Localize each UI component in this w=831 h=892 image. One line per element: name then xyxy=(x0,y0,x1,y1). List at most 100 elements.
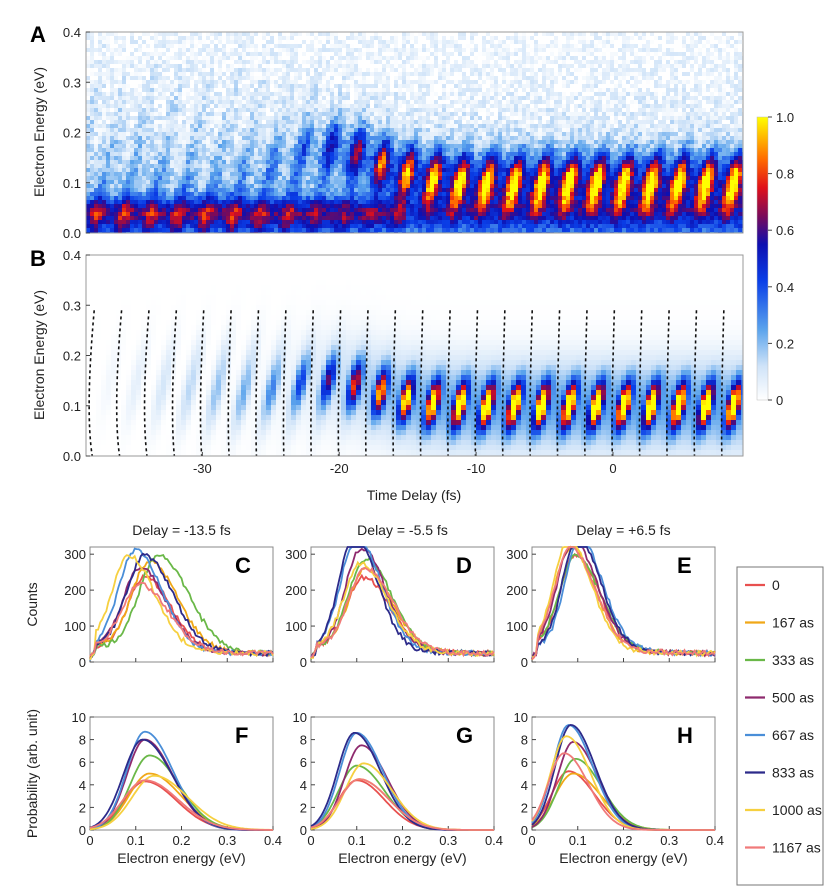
heatmap-cell xyxy=(138,160,143,165)
heatmap-cell xyxy=(122,220,127,225)
heatmap-cell xyxy=(166,212,171,217)
heatmap-cell xyxy=(338,32,343,37)
heatmap-cell xyxy=(166,160,171,165)
heatmap-cell xyxy=(278,84,283,89)
heatmap-cell xyxy=(310,48,315,53)
heatmap-cell xyxy=(406,36,411,41)
heatmap-cell xyxy=(474,152,479,157)
heatmap-cell xyxy=(90,136,95,141)
heatmap-cell xyxy=(286,140,291,145)
heatmap-cell xyxy=(302,40,307,45)
heatmap-cell xyxy=(222,92,227,97)
heatmap-cell xyxy=(274,188,279,193)
heatmap-cell xyxy=(182,108,187,113)
heatmap-cell xyxy=(270,164,275,169)
heatmap-cell xyxy=(138,36,143,41)
heatmap-cell xyxy=(134,188,139,193)
heatmap-cell xyxy=(118,52,123,57)
heatmap-cell xyxy=(254,44,259,49)
heatmap-cell xyxy=(166,104,171,109)
heatmap-cell xyxy=(402,204,407,209)
heatmap-cell xyxy=(274,32,279,37)
heatmap-cell xyxy=(330,116,335,121)
heatmap-cell xyxy=(138,164,143,169)
heatmap-cell xyxy=(218,68,223,73)
heatmap-cell xyxy=(126,52,131,57)
heatmap-cell xyxy=(290,96,295,101)
heatmap-cell xyxy=(294,116,299,121)
heatmap-cell xyxy=(106,156,111,161)
heatmap-cell xyxy=(262,160,267,165)
heatmap-cell xyxy=(346,144,351,149)
heatmap-cell xyxy=(122,40,127,45)
heatmap-cell xyxy=(86,196,91,201)
heatmap-cell xyxy=(410,136,415,141)
heatmap-cell xyxy=(298,76,303,81)
heatmap-cell xyxy=(414,128,419,133)
heatmap-cell xyxy=(246,156,251,161)
heatmap-cell xyxy=(130,172,135,177)
heatmap-cell xyxy=(234,52,239,57)
heatmap-cell xyxy=(438,68,443,73)
heatmap-cell xyxy=(446,120,451,125)
heatmap-cell xyxy=(154,120,159,125)
heatmap-cell xyxy=(222,144,227,149)
heatmap-cell xyxy=(170,112,175,117)
heatmap-cell xyxy=(302,180,307,185)
heatmap-cell xyxy=(374,32,379,37)
heatmap-cell xyxy=(366,132,371,137)
heatmap-cell xyxy=(314,120,319,125)
heatmap-cell xyxy=(162,108,167,113)
heatmap-cell xyxy=(422,224,427,229)
heatmap-cell xyxy=(202,128,207,133)
heatmap-cell xyxy=(126,80,131,85)
heatmap-cell xyxy=(230,104,235,109)
heatmap-cell xyxy=(102,76,107,81)
heatmap-cell xyxy=(210,192,215,197)
heatmap-cell xyxy=(226,228,231,233)
heatmap-cell xyxy=(438,204,443,209)
heatmap-cell xyxy=(354,124,359,129)
heatmap-cell xyxy=(126,132,131,137)
heatmap-cell xyxy=(194,188,199,193)
heatmap-cell xyxy=(450,156,455,161)
heatmap-cell xyxy=(458,196,463,201)
heatmap-cell xyxy=(338,92,343,97)
heatmap-cell xyxy=(126,216,131,221)
heatmap-cell xyxy=(446,160,451,165)
heatmap-cell xyxy=(94,76,99,81)
heatmap-cell xyxy=(142,52,147,57)
heatmap-cell xyxy=(114,212,119,217)
heatmap-cell xyxy=(206,200,211,205)
heatmap-cell xyxy=(470,76,475,81)
heatmap-cell xyxy=(446,180,451,185)
heatmap-cell xyxy=(178,72,183,77)
heatmap-cell xyxy=(230,172,235,177)
heatmap-cell xyxy=(262,84,267,89)
heatmap-cell xyxy=(330,208,335,213)
heatmap-cell xyxy=(434,112,439,117)
heatmap-cell xyxy=(186,164,191,169)
heatmap-cell xyxy=(290,172,295,177)
heatmap-cell xyxy=(170,76,175,81)
heatmap-cell xyxy=(114,88,119,93)
heatmap-cell xyxy=(290,164,295,169)
heatmap-cell xyxy=(310,216,315,221)
heatmap-cell xyxy=(106,148,111,153)
heatmap-cell xyxy=(354,80,359,85)
heatmap-cell xyxy=(282,124,287,129)
heatmap-cell xyxy=(142,80,147,85)
heatmap-cell xyxy=(406,104,411,109)
heatmap-cell xyxy=(170,80,175,85)
heatmap-cell xyxy=(130,224,135,229)
heatmap-cell xyxy=(270,44,275,49)
heatmap-cell xyxy=(358,40,363,45)
heatmap-cell xyxy=(334,40,339,45)
heatmap-cell xyxy=(162,168,167,173)
heatmap-cell xyxy=(206,216,211,221)
heatmap-cell xyxy=(138,112,143,117)
heatmap-cell xyxy=(306,148,311,153)
heatmap-cell xyxy=(270,88,275,93)
heatmap-cell xyxy=(98,216,103,221)
heatmap-cell xyxy=(366,44,371,49)
